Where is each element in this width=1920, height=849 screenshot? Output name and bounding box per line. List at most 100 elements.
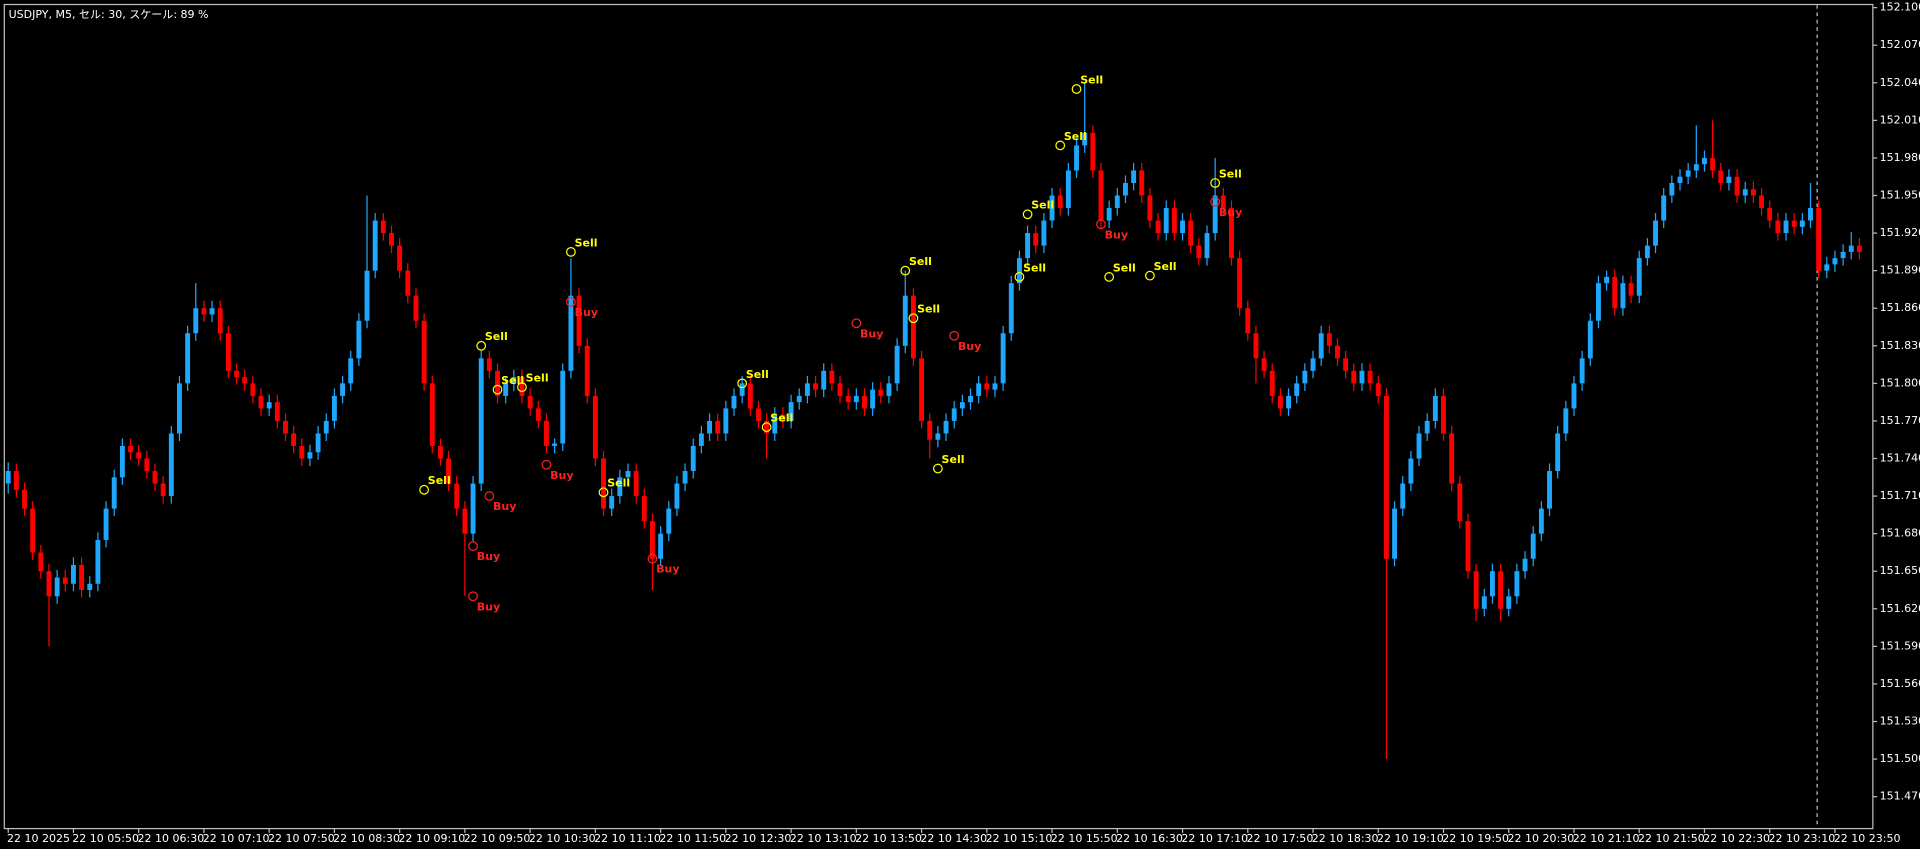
candle-body xyxy=(62,577,68,584)
candle-body xyxy=(323,420,329,434)
signal-marker xyxy=(949,330,960,341)
candle-body xyxy=(462,508,468,534)
candle-body xyxy=(1750,189,1756,196)
signal-marker xyxy=(566,246,576,257)
candle-body xyxy=(1196,245,1202,259)
candle-body xyxy=(1375,383,1381,396)
candle-body xyxy=(1131,170,1137,183)
candle-body xyxy=(478,358,484,484)
signal-label: Sell xyxy=(1080,73,1103,86)
candle-body xyxy=(152,471,158,484)
signal-marker xyxy=(1071,84,1082,94)
candle-body xyxy=(340,383,346,396)
candle-body xyxy=(299,445,305,459)
candle-body xyxy=(1840,251,1846,259)
x-tick-label: 22 10 13:10 xyxy=(790,832,857,845)
candle-body xyxy=(1041,220,1047,246)
x-tick-label: 22 10 23:50 xyxy=(1834,832,1901,845)
candle-body xyxy=(348,358,354,384)
signal-label: Sell xyxy=(485,330,508,343)
signal-marker xyxy=(598,487,609,498)
candle-body xyxy=(674,483,680,509)
candle-body xyxy=(1049,195,1055,221)
candle-body xyxy=(1612,276,1618,309)
x-tick-label: 22 10 21:10 xyxy=(1573,832,1640,845)
candle-body xyxy=(1555,433,1561,472)
candle-body xyxy=(1065,170,1071,209)
candle-body xyxy=(1449,433,1455,484)
plot-frame xyxy=(3,3,1874,830)
signal-label: Sell xyxy=(1064,130,1087,143)
y-tick-label: 151.980 xyxy=(1880,151,1920,164)
signal-marker xyxy=(932,463,943,474)
signal-marker xyxy=(566,297,576,307)
candle-body xyxy=(527,395,533,409)
y-tick-label: 151.710 xyxy=(1880,489,1920,502)
y-tick-label: 151.920 xyxy=(1880,226,1920,239)
signal-label: Sell xyxy=(746,368,769,381)
candle-body xyxy=(1506,596,1512,609)
candle-body xyxy=(780,414,786,421)
candle-body xyxy=(1326,333,1332,346)
candle-body xyxy=(1465,521,1471,572)
candle-body xyxy=(1074,145,1079,171)
candle-body xyxy=(446,458,452,484)
candle-body xyxy=(1538,508,1544,534)
candle-body xyxy=(1008,283,1014,334)
candle-body xyxy=(1473,571,1479,609)
candle-body xyxy=(397,245,403,271)
signal-label: Sell xyxy=(1113,261,1136,274)
candle-body xyxy=(46,571,52,597)
candle-body xyxy=(682,471,688,484)
candle-body xyxy=(1269,370,1275,396)
signal-marker xyxy=(419,484,430,495)
candle-body xyxy=(1702,157,1707,165)
candle-body xyxy=(225,333,231,371)
candle-body xyxy=(1587,320,1593,359)
candle-body xyxy=(454,483,460,509)
candle-body xyxy=(1710,157,1716,171)
candle-body xyxy=(878,389,884,396)
candle-body xyxy=(625,471,631,478)
candle-body xyxy=(1204,233,1210,259)
candle-body xyxy=(54,577,60,597)
candle-body xyxy=(1212,195,1218,234)
x-tick-label: 22 10 16:30 xyxy=(1116,832,1183,845)
signal-label: Sell xyxy=(607,477,630,490)
candle-body xyxy=(1644,245,1650,259)
y-tick-label: 151.860 xyxy=(1880,301,1920,314)
candle-body xyxy=(919,358,925,421)
candle-body xyxy=(1856,245,1862,252)
candle-body xyxy=(886,383,892,396)
candle-body xyxy=(1318,333,1324,359)
candle-body xyxy=(1816,208,1822,271)
candle-body xyxy=(429,383,435,446)
candle-body xyxy=(1188,220,1194,246)
candle-body xyxy=(641,496,647,522)
candle-body xyxy=(103,508,109,540)
candle-body xyxy=(242,377,248,384)
candle-body xyxy=(201,308,207,315)
candle-body xyxy=(862,395,867,409)
x-tick-label: 22 10 15:10 xyxy=(986,832,1053,845)
signal-label: Sell xyxy=(501,374,524,387)
candle-body xyxy=(1742,189,1748,196)
candle-body xyxy=(788,402,794,421)
signal-label: Buy xyxy=(1105,228,1128,241)
signal-marker xyxy=(1210,196,1221,207)
x-tick-label: 22 10 17:10 xyxy=(1181,832,1248,845)
signal-marker xyxy=(468,591,478,602)
signal-marker xyxy=(647,553,658,564)
candle-body xyxy=(1653,220,1658,246)
candle-body xyxy=(185,333,191,384)
signal-label: Sell xyxy=(909,255,932,268)
candle-body xyxy=(511,377,517,384)
candle-body xyxy=(715,420,721,434)
candle-body xyxy=(22,489,27,509)
signal-marker xyxy=(484,491,495,501)
x-tick-label: 22 10 07:50 xyxy=(268,832,335,845)
signal-marker xyxy=(476,340,487,351)
candle-body xyxy=(1661,195,1667,221)
candle-body xyxy=(1481,596,1487,609)
